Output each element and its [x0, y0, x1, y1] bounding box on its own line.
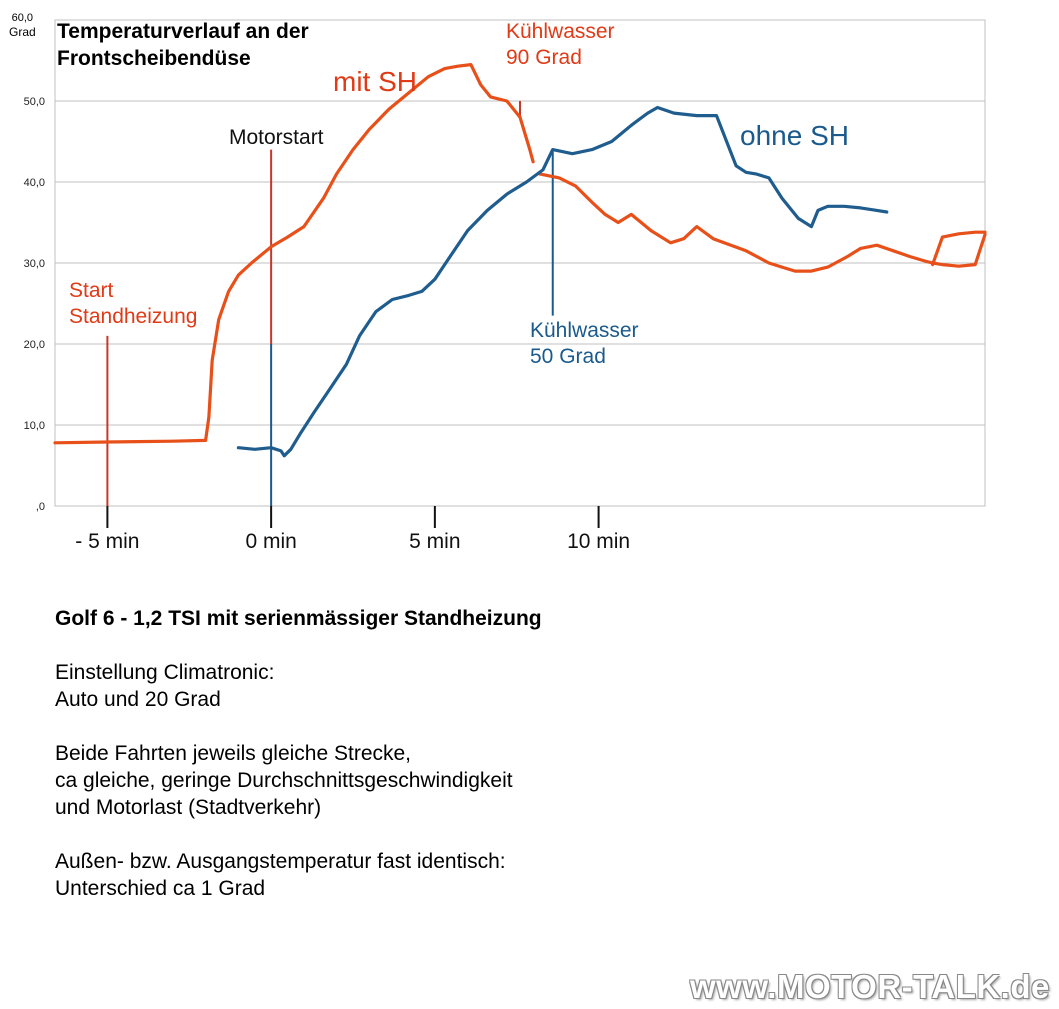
chart-series — [53, 62, 987, 458]
chart-title-line-1: Temperaturverlauf an der — [57, 20, 309, 43]
annotation-kuehlwasser-50: Kühlwasser 50 Grad — [530, 318, 639, 370]
temperature-chart: ,0 10,0 20,0 30,0 40,0 50,0 - 5 min 0 min 5 min… — [24, 19, 987, 553]
description-line: Unterschied ca 1 Grad — [55, 877, 266, 900]
series-line-2 — [930, 230, 987, 267]
description-paragraph-2: Beide Fahrten jeweils gleiche Strecke, c… — [55, 740, 542, 821]
series-line-0 — [53, 62, 535, 445]
chart-axes — [54, 19, 986, 528]
y-tick-label: 10,0 — [24, 420, 45, 432]
annotation-start-standheizung: Start Standheizung — [69, 278, 197, 330]
y-tick-label: ,0 — [36, 501, 45, 513]
annotation-motorstart: Motorstart — [229, 126, 324, 149]
x-tick-label: 5 min — [409, 530, 460, 553]
description-paragraph-1: Einstellung Climatronic: Auto und 20 Gra… — [55, 659, 542, 713]
series-line-1 — [537, 172, 987, 273]
annotation-kuehlwasser-90: Kühlwasser 90 Grad — [506, 19, 615, 71]
x-tick-label: - 5 min — [75, 530, 139, 553]
x-tick-labels: - 5 min 0 min 5 min 10 min — [75, 530, 630, 553]
description-line: ca gleiche, geringe Durchschnittsgeschwi… — [55, 769, 513, 792]
description-text: Golf 6 - 1,2 TSI mit serienmässiger Stan… — [55, 605, 542, 929]
x-tick-label: 0 min — [245, 530, 296, 553]
y-tick-label: 20,0 — [24, 339, 45, 351]
description-heading: Golf 6 - 1,2 TSI mit serienmässiger Stan… — [55, 607, 542, 630]
y-tick-label: 40,0 — [24, 177, 45, 189]
description-line: und Motorlast (Stadtverkehr) — [55, 796, 322, 819]
chart-title-line-2: Frontscheibendüse — [57, 47, 251, 70]
y-tick-label: 50,0 — [24, 96, 45, 108]
y-axis-max-label: 60,0 — [11, 12, 34, 24]
description-paragraph-3: Außen- bzw. Ausgangstemperatur fast iden… — [55, 848, 542, 902]
description-line: Beide Fahrten jeweils gleiche Strecke, — [55, 742, 412, 765]
watermark: www.MOTOR-TALK.de — [690, 968, 1050, 1005]
annotation-start-line-1: Start — [69, 279, 114, 302]
description-line: Einstellung Climatronic: — [55, 661, 275, 684]
description-line: Auto und 20 Grad — [55, 688, 221, 711]
series-line-3 — [236, 105, 889, 458]
plot-frame — [54, 19, 986, 507]
series-label-mit-sh: mit SH — [333, 66, 417, 97]
x-tick-label: 10 min — [567, 530, 630, 553]
y-axis-label: 60,0 Grad — [9, 11, 36, 39]
chart-title: Temperaturverlauf an der Frontscheibendü… — [57, 18, 309, 72]
annotation-kuehlwasser-90-line-2: 90 Grad — [506, 46, 582, 69]
y-tick-labels: ,0 10,0 20,0 30,0 40,0 50,0 — [24, 96, 45, 513]
series-label-ohne-sh: ohne SH — [740, 120, 849, 151]
annotation-kuehlwasser-90-line-1: Kühlwasser — [506, 20, 615, 43]
y-axis-unit-label: Grad — [9, 25, 36, 39]
annotation-start-line-2: Standheizung — [69, 305, 198, 328]
annotation-kuehlwasser-50-line-1: Kühlwasser — [530, 319, 639, 342]
annotation-kuehlwasser-50-line-2: 50 Grad — [530, 345, 606, 368]
y-tick-label: 30,0 — [24, 258, 45, 270]
description-line: Außen- bzw. Ausgangstemperatur fast iden… — [55, 850, 506, 873]
